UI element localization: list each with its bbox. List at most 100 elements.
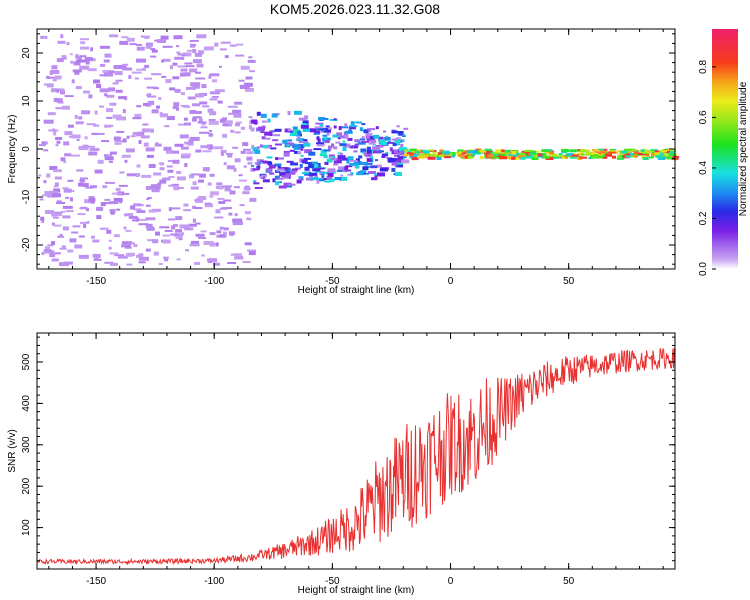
heatmap-cell [100,202,106,207]
heatmap-cell [668,155,674,159]
heatmap-cell [243,187,251,191]
heatmap-cell [192,103,201,107]
heatmap-cell [272,139,279,142]
heatmap-cell [333,118,337,121]
heatmap-cell [561,149,570,153]
heatmap-cell [379,139,386,144]
heatmap-cell [158,97,162,100]
heatmap-cell [112,192,123,195]
heatmap-cell [163,146,172,151]
heatmap-cell [183,117,188,121]
heatmap-cell [254,187,263,189]
heatmap-cell [65,210,74,213]
heatmap-cell [348,126,356,130]
heatmap-cell [141,174,152,178]
heatmap-cell [378,136,383,140]
heatmap-cell [208,261,213,264]
heatmap-cell [77,56,82,60]
heatmap-cell [182,72,191,77]
heatmap-cell [56,88,60,93]
heatmap-cell [457,154,465,157]
heatmap-cell [124,159,128,163]
heatmap-cell [64,95,74,98]
heatmap-cell [130,135,136,138]
heatmap-cell [304,157,311,160]
heatmap-cell [147,197,152,199]
heatmap-cell [394,150,403,153]
heatmap-cell [274,163,282,167]
heatmap-cell [63,141,70,146]
heatmap-cell [316,142,325,145]
heatmap-cell [145,186,154,190]
heatmap-cell [121,244,132,248]
heatmap-cell [479,149,485,152]
heatmap-cell [215,242,219,247]
heatmap-cell [144,77,153,80]
heatmap-cell [393,149,398,154]
heatmap-cell [479,156,484,160]
heatmap-cell [87,68,97,72]
heatmap-cell [146,198,150,201]
heatmap-cell [70,197,73,202]
heatmap-cell [189,174,195,179]
heatmap-cell [392,143,397,147]
heatmap-cell [462,150,469,154]
spectrogram-y-tick-label: -10 [21,189,32,204]
heatmap-cell [243,148,251,151]
snr-y-tick-label: 300 [21,436,32,453]
heatmap-cell [184,163,188,167]
heatmap-cell [201,254,205,257]
heatmap-cell [439,149,444,152]
heatmap-cell [207,108,214,113]
heatmap-cell [113,262,117,265]
heatmap-cell [133,203,142,207]
heatmap-cell [132,117,142,120]
heatmap-cell [329,156,333,160]
heatmap-cell [400,156,407,159]
heatmap-cell [327,168,336,173]
heatmap-cell [196,63,204,68]
heatmap-cell [145,248,151,252]
heatmap-cell [345,169,352,172]
heatmap-cell [107,154,111,157]
heatmap-cell [63,161,67,164]
heatmap-cell [91,235,95,239]
heatmap-cell [71,134,81,139]
heatmap-cell [329,171,337,174]
heatmap-cell [51,258,59,262]
heatmap-cell [150,48,156,51]
heatmap-cell [222,231,227,236]
heatmap-cell [232,218,243,223]
heatmap-cell [209,98,218,101]
heatmap-cell [428,149,435,152]
heatmap-cell [308,173,313,177]
heatmap-cell [367,128,376,131]
heatmap-cell [109,208,116,213]
heatmap-cell [397,131,404,135]
heatmap-cell [561,157,566,159]
heatmap-cell [544,149,551,153]
heatmap-cell [316,167,325,170]
heatmap-cell [154,143,162,147]
heatmap-cell [317,163,321,167]
heatmap-cell [66,42,70,46]
heatmap-cell [94,110,98,115]
heatmap-cell [51,222,55,226]
heatmap-cell [302,172,309,175]
heatmap-cell [294,151,300,154]
heatmap-cell [194,199,202,202]
heatmap-cell [505,155,514,159]
heatmap-cell [278,185,287,189]
heatmap-cell [262,179,270,183]
heatmap-cell [285,173,292,178]
heatmap-cell [53,185,58,188]
heatmap-cell [302,127,310,132]
heatmap-cell [269,172,275,175]
heatmap-cell [240,126,245,130]
heatmap-cell [247,59,256,63]
heatmap-cell [401,139,405,142]
heatmap-cell [75,59,86,63]
heatmap-cell [61,245,66,250]
heatmap-cell [234,158,241,163]
heatmap-cell [310,177,319,181]
